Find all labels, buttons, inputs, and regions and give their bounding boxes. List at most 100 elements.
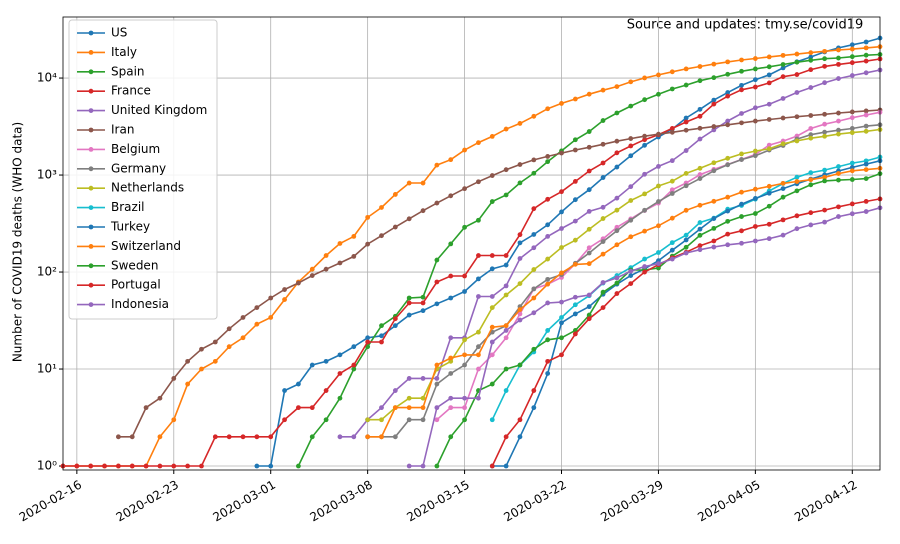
data-point	[448, 355, 454, 361]
data-point	[697, 232, 703, 238]
data-point	[739, 240, 744, 246]
data-point	[711, 244, 717, 250]
data-point	[337, 434, 343, 440]
data-point	[725, 59, 731, 65]
data-point	[849, 201, 855, 207]
data-point	[780, 186, 786, 191]
data-point	[752, 118, 758, 124]
data-point	[531, 405, 537, 411]
data-point	[337, 395, 343, 401]
y-tick-label: 10³	[37, 168, 57, 182]
data-point	[406, 463, 412, 469]
data-point	[517, 311, 523, 317]
data-point	[628, 234, 634, 240]
data-point	[476, 329, 481, 335]
data-point	[531, 388, 537, 393]
data-point	[836, 110, 841, 116]
data-point	[697, 78, 703, 84]
data-point	[822, 56, 828, 62]
data-point	[282, 287, 287, 292]
data-point	[683, 237, 689, 243]
data-point	[476, 366, 481, 372]
data-point	[614, 164, 620, 170]
data-point	[711, 160, 717, 166]
data-point	[697, 243, 703, 249]
data-point	[683, 127, 689, 133]
data-point	[822, 121, 828, 127]
data-point	[392, 316, 398, 322]
data-point	[766, 236, 772, 242]
data-point	[489, 381, 495, 387]
data-point	[863, 209, 869, 214]
data-point	[836, 118, 841, 124]
data-point	[711, 97, 717, 103]
data-point	[503, 366, 509, 372]
data-point	[434, 257, 440, 263]
legend-label: Portugal	[111, 278, 161, 292]
data-point	[199, 463, 204, 469]
data-point	[462, 337, 467, 343]
data-point	[254, 305, 260, 310]
data-point	[559, 245, 564, 250]
data-point	[822, 219, 828, 225]
data-point	[420, 300, 426, 306]
data-point	[614, 291, 620, 296]
data-point	[697, 247, 703, 253]
data-point	[863, 128, 869, 134]
data-point	[448, 395, 454, 401]
data-point	[531, 157, 537, 163]
data-point	[545, 154, 551, 159]
data-point	[725, 93, 731, 99]
data-point	[586, 187, 592, 193]
data-point	[766, 117, 772, 122]
legend-marker	[88, 302, 94, 307]
data-point	[656, 183, 661, 189]
data-point	[434, 279, 440, 285]
data-point	[683, 119, 689, 125]
data-point	[711, 127, 717, 133]
data-point	[628, 103, 634, 109]
data-point	[586, 261, 592, 267]
data-point	[780, 74, 786, 80]
data-point	[752, 211, 758, 216]
data-point	[434, 405, 440, 411]
data-point	[656, 91, 661, 97]
data-point	[531, 286, 537, 292]
data-point	[545, 337, 551, 343]
data-point	[822, 167, 828, 173]
data-point	[669, 129, 675, 135]
data-point	[406, 295, 412, 301]
data-point	[323, 388, 329, 393]
data-point	[725, 194, 731, 200]
data-point	[448, 405, 454, 411]
data-point	[503, 463, 509, 469]
legend-label: Spain	[111, 64, 145, 78]
data-point	[462, 147, 467, 153]
data-point	[669, 240, 675, 246]
data-point	[849, 115, 855, 121]
data-point	[489, 324, 495, 330]
data-point	[794, 188, 800, 194]
data-point	[614, 224, 620, 230]
legend-marker	[88, 147, 94, 152]
data-point	[642, 137, 647, 143]
data-point	[822, 174, 828, 180]
data-point	[476, 395, 481, 401]
data-point	[683, 66, 689, 72]
legend-label: Germany	[111, 161, 166, 175]
data-point	[642, 228, 647, 234]
data-point	[462, 186, 467, 192]
legend-label: Netherlands	[111, 181, 184, 195]
data-point	[808, 50, 814, 56]
data-point	[309, 434, 315, 440]
data-point	[849, 211, 855, 217]
data-point	[517, 162, 523, 167]
data-point	[420, 308, 426, 314]
data-point	[628, 143, 634, 149]
data-point	[296, 280, 301, 286]
data-point	[586, 245, 592, 251]
data-point	[752, 196, 758, 201]
data-point	[628, 268, 634, 274]
data-point	[656, 163, 661, 169]
data-point	[836, 61, 841, 67]
